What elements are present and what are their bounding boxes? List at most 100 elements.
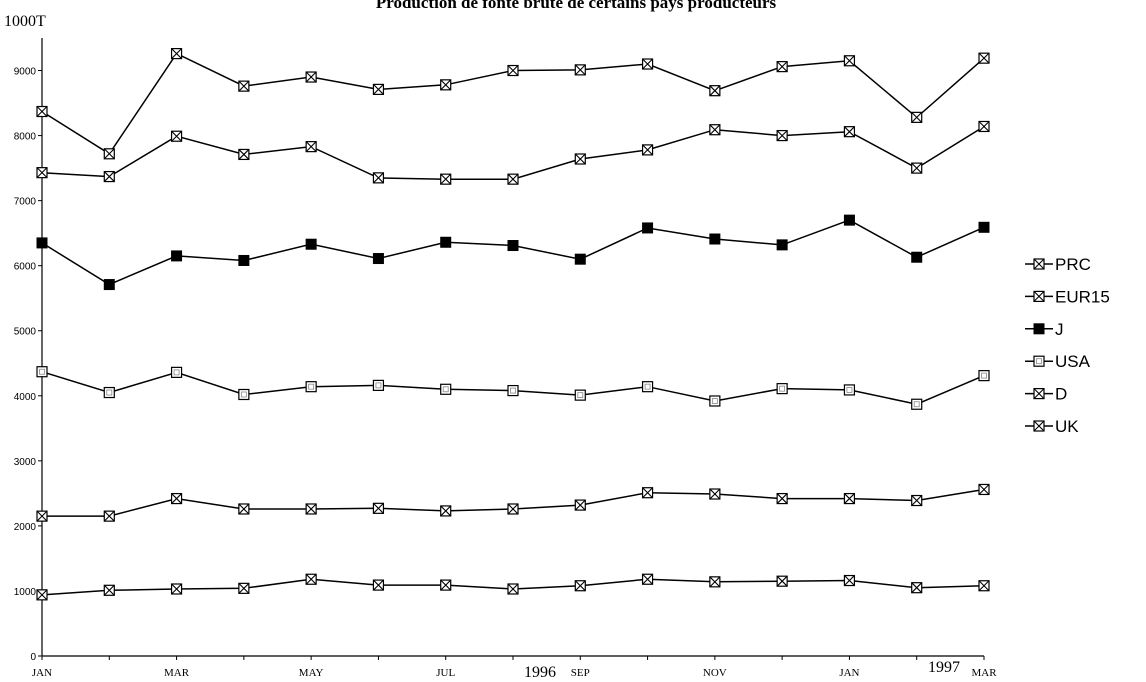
data-point-uk bbox=[843, 574, 856, 587]
data-point-usa bbox=[170, 366, 183, 378]
legend: PRC EUR15 J USA D UK bbox=[1025, 255, 1110, 436]
legend-item-eur15: EUR15 bbox=[1025, 287, 1110, 306]
series-prc bbox=[36, 48, 990, 160]
data-point-prc bbox=[843, 55, 856, 67]
data-point-usa bbox=[843, 384, 856, 396]
data-point-usa bbox=[36, 366, 48, 378]
series-uk bbox=[36, 573, 990, 601]
data-point-j bbox=[709, 233, 721, 245]
x-tick-label: JUL bbox=[436, 667, 455, 679]
data-point-eur15 bbox=[641, 144, 654, 156]
data-point-uk bbox=[238, 582, 250, 594]
data-point-d bbox=[238, 503, 250, 515]
series-layer bbox=[36, 48, 990, 601]
data-point-j bbox=[238, 254, 250, 266]
data-point-d bbox=[709, 488, 721, 500]
data-point-uk bbox=[709, 576, 721, 588]
data-point-eur15 bbox=[507, 173, 519, 185]
series-line-eur15 bbox=[41, 125, 985, 180]
data-point-j bbox=[171, 250, 183, 262]
legend-item-d: D bbox=[1025, 385, 1067, 404]
axes: 0 1000 2000 3000 4000 5000 6000 7000 8000 9000 JAN… bbox=[14, 38, 997, 681]
legend-marker-d bbox=[1033, 388, 1045, 400]
data-point-uk bbox=[440, 579, 452, 591]
legend-label: J bbox=[1055, 320, 1064, 339]
data-point-j bbox=[372, 253, 384, 265]
data-point-eur15 bbox=[103, 170, 115, 183]
data-point-j bbox=[776, 239, 788, 251]
data-point-usa bbox=[305, 381, 317, 393]
data-point-uk bbox=[776, 575, 788, 587]
data-point-eur15 bbox=[170, 130, 183, 142]
y-tick-label: 9000 bbox=[14, 67, 37, 78]
data-point-eur15 bbox=[440, 173, 452, 185]
data-point-uk bbox=[641, 573, 654, 585]
data-point-j bbox=[36, 237, 48, 249]
legend-label: PRC bbox=[1055, 255, 1091, 274]
data-point-j bbox=[642, 222, 654, 234]
data-point-prc bbox=[709, 85, 721, 97]
series-eur15 bbox=[36, 120, 990, 185]
y-tick-label: 3000 bbox=[14, 457, 37, 468]
x-tick-label: JAN bbox=[839, 667, 859, 679]
data-point-j bbox=[911, 251, 923, 263]
y-tick-label: 0 bbox=[30, 652, 36, 663]
data-point-d bbox=[170, 492, 183, 505]
data-point-prc bbox=[36, 105, 48, 118]
legend-label: EUR15 bbox=[1055, 287, 1110, 306]
data-point-eur15 bbox=[911, 162, 923, 174]
x-tick-label: MAR bbox=[971, 667, 997, 679]
data-point-prc bbox=[372, 83, 385, 95]
data-point-uk bbox=[574, 580, 586, 592]
data-point-j bbox=[507, 240, 519, 252]
y-tick-label: 1000 bbox=[14, 587, 37, 598]
data-point-usa bbox=[103, 386, 115, 399]
data-point-usa bbox=[238, 388, 250, 401]
data-point-j bbox=[978, 221, 990, 233]
data-point-j bbox=[843, 214, 855, 226]
data-point-uk bbox=[103, 584, 115, 596]
series-j bbox=[36, 214, 990, 291]
legend-label: D bbox=[1055, 385, 1067, 404]
series-d bbox=[36, 483, 990, 522]
data-point-usa bbox=[911, 398, 923, 410]
data-point-usa bbox=[776, 383, 788, 395]
y-tick-label: 6000 bbox=[14, 262, 37, 273]
data-point-uk bbox=[36, 589, 48, 601]
data-point-usa bbox=[507, 384, 519, 397]
data-point-eur15 bbox=[776, 129, 788, 142]
data-point-d bbox=[574, 499, 586, 511]
data-point-prc bbox=[238, 80, 250, 92]
year-label: 1997 bbox=[928, 659, 960, 676]
data-point-uk bbox=[978, 580, 990, 592]
data-point-d bbox=[305, 503, 317, 515]
data-point-d bbox=[103, 510, 115, 522]
data-point-eur15 bbox=[36, 167, 48, 179]
y-axis-unit-label: 1000T bbox=[4, 13, 46, 30]
y-tick-label: 5000 bbox=[14, 327, 37, 338]
legend-item-uk: UK bbox=[1025, 417, 1079, 436]
data-point-prc bbox=[103, 148, 115, 160]
year-label: 1996 bbox=[524, 664, 556, 681]
legend-marker-eur15 bbox=[1033, 290, 1045, 302]
y-tick-label: 7000 bbox=[14, 197, 37, 208]
data-point-usa bbox=[709, 395, 721, 407]
data-point-prc bbox=[574, 64, 586, 76]
data-point-d bbox=[776, 492, 788, 505]
data-point-usa bbox=[440, 383, 452, 395]
x-tick-label: MAR bbox=[164, 667, 190, 679]
data-point-prc bbox=[305, 71, 317, 83]
data-point-prc bbox=[641, 58, 654, 70]
legend-item-usa: USA bbox=[1025, 352, 1091, 371]
y-tick-label: 2000 bbox=[14, 522, 37, 533]
legend-label: USA bbox=[1055, 352, 1091, 371]
data-point-d bbox=[843, 492, 856, 505]
data-point-usa bbox=[372, 379, 385, 391]
data-point-eur15 bbox=[978, 120, 990, 133]
x-tick-label: NOV bbox=[703, 667, 727, 679]
legend-marker-prc bbox=[1033, 258, 1045, 270]
legend-item-j: J bbox=[1025, 320, 1064, 339]
legend-marker-usa bbox=[1033, 355, 1045, 367]
data-point-prc bbox=[911, 111, 923, 123]
